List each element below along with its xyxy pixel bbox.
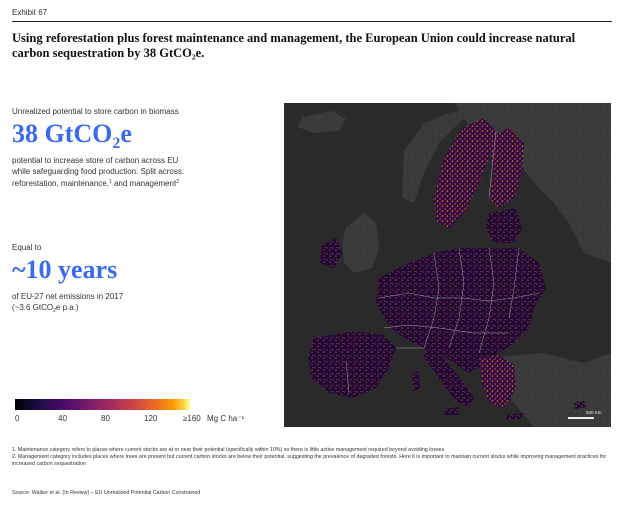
sweden-land (434, 118, 496, 228)
scale-tick: 0 (15, 414, 20, 423)
source-note: Source: Walker et al. (In Review) – EU U… (12, 490, 201, 496)
great-britain-land (342, 213, 379, 273)
norway-land (402, 108, 474, 203)
scale-tick: 80 (101, 414, 110, 423)
finland-land (489, 128, 524, 208)
map-scale-bar (568, 417, 594, 419)
footnote-1: 1. Maintenance category refers to places… (12, 447, 445, 453)
greece-land (479, 355, 516, 408)
scale-unit: Mg C ha⁻¹ (207, 414, 245, 423)
non-eu-land-east (454, 103, 611, 263)
page-title: Using reforestation plus forest maintena… (12, 31, 576, 60)
iberia-land (308, 331, 396, 398)
corsica-sardinia-land (412, 371, 420, 391)
italy-land (424, 348, 474, 408)
footnotes: 1. Maintenance category refers to places… (12, 447, 612, 481)
iceland-land (298, 111, 346, 133)
map-graphic: 500 Km (284, 103, 611, 427)
baltics-land (486, 208, 522, 243)
cyprus-land (574, 401, 586, 409)
map-scale-label: 500 Km (586, 410, 602, 415)
equal-big-value: ~10 years (12, 255, 118, 284)
scale-tick: ≥160 (183, 414, 201, 423)
central-europe-land (376, 248, 546, 373)
country-borders (345, 130, 540, 394)
scale-tick: 40 (58, 414, 67, 423)
equal-description: of EU-27 net emissions in 2017 (~3.6 GtC… (12, 292, 124, 314)
header-rule (12, 21, 612, 22)
equal-label: Equal to (12, 243, 42, 252)
exhibit-label: Exhibit 67 (12, 8, 48, 17)
footnote-2: 2. Management category includes places w… (12, 454, 607, 467)
potential-big-value: 38 GtCO2e (12, 119, 132, 153)
sicily-land (444, 407, 459, 415)
potential-description: potential to increase store of carbon ac… (12, 156, 185, 188)
color-scale-bar (15, 399, 190, 410)
non-eu-land-southeast (484, 353, 611, 427)
potential-label: Unrealized potential to store carbon in … (12, 107, 179, 116)
scale-tick: 120 (144, 414, 158, 423)
crete-land (506, 413, 524, 419)
europe-carbon-map: 500 Km (284, 103, 611, 427)
ireland-land (320, 238, 342, 268)
